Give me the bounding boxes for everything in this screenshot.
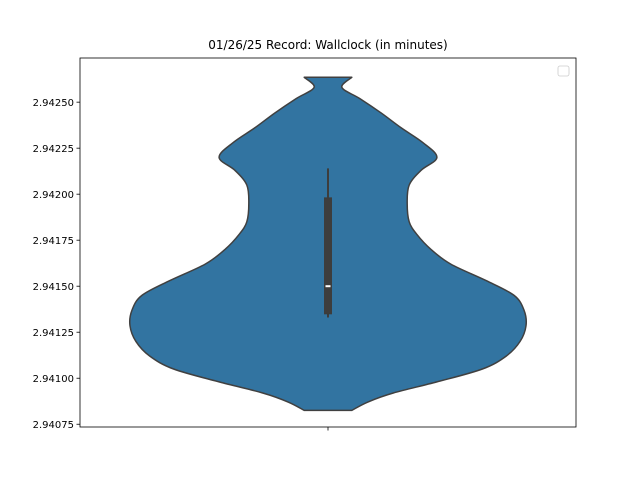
y-tick-label: 2.94225 [33, 144, 74, 155]
y-tick-label: 2.94075 [33, 420, 74, 431]
plot-area [128, 76, 528, 412]
chart-title: 01/26/25 Record: Wallclock (in minutes) [208, 38, 447, 52]
y-tick-label: 2.94125 [33, 328, 74, 339]
y-tick-label: 2.94150 [33, 282, 74, 293]
y-axis: 2.94075 2.94100 2.94125 2.94150 2.94175 2.942… [33, 98, 80, 431]
plot-frame [79, 57, 577, 428]
y-tick-label: 2.94100 [33, 374, 74, 385]
legend-box [557, 65, 570, 77]
box-iqr [324, 197, 332, 315]
y-tick-label: 2.94200 [33, 190, 74, 201]
y-tick-label: 2.94175 [33, 236, 74, 247]
y-tick-label: 2.94250 [33, 98, 74, 109]
